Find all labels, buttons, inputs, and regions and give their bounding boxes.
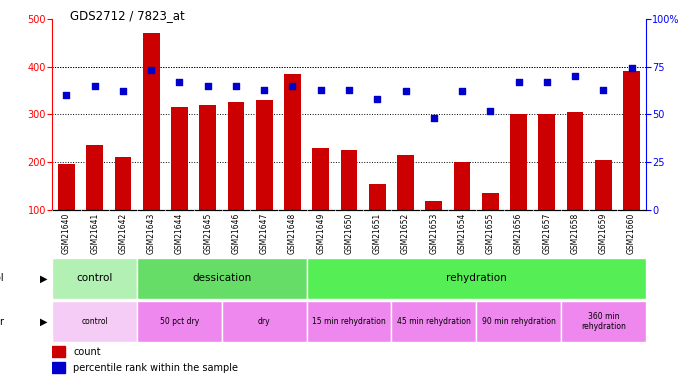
Text: dry: dry xyxy=(258,317,271,326)
Text: GSM21647: GSM21647 xyxy=(260,212,269,254)
Text: GSM21640: GSM21640 xyxy=(62,212,71,254)
Text: GSM21654: GSM21654 xyxy=(457,212,466,254)
Text: GSM21646: GSM21646 xyxy=(232,212,241,254)
Point xyxy=(61,92,72,98)
Bar xyxy=(58,164,75,210)
Bar xyxy=(87,146,103,210)
Text: count: count xyxy=(73,347,101,357)
Bar xyxy=(255,100,273,210)
Text: GSM21657: GSM21657 xyxy=(542,212,551,254)
Text: GSM21648: GSM21648 xyxy=(288,212,297,254)
Point xyxy=(146,68,157,74)
Point xyxy=(315,87,327,93)
Bar xyxy=(341,150,357,210)
Bar xyxy=(306,301,392,342)
Text: GSM21641: GSM21641 xyxy=(90,212,99,254)
Text: GDS2712 / 7823_at: GDS2712 / 7823_at xyxy=(70,9,184,22)
Text: 45 min rehydration: 45 min rehydration xyxy=(397,317,470,326)
Bar xyxy=(306,258,646,299)
Text: 15 min rehydration: 15 min rehydration xyxy=(312,317,386,326)
Bar xyxy=(510,114,527,210)
Bar xyxy=(52,301,137,342)
Text: GSM21645: GSM21645 xyxy=(203,212,212,254)
Point xyxy=(343,87,355,93)
Point xyxy=(230,83,242,89)
Text: GSM21650: GSM21650 xyxy=(345,212,353,254)
Text: GSM21651: GSM21651 xyxy=(373,212,382,254)
Text: percentile rank within the sample: percentile rank within the sample xyxy=(73,363,238,373)
Point xyxy=(287,83,298,89)
Point xyxy=(428,115,439,121)
Point xyxy=(513,79,524,85)
Text: GSM21642: GSM21642 xyxy=(119,212,128,254)
Point xyxy=(570,73,581,79)
Bar xyxy=(228,102,244,210)
Bar xyxy=(397,155,414,210)
Bar xyxy=(561,301,646,342)
Point xyxy=(597,87,609,93)
Bar xyxy=(199,105,216,210)
Point xyxy=(89,83,101,89)
Text: 90 min rehydration: 90 min rehydration xyxy=(482,317,556,326)
Bar xyxy=(392,301,476,342)
Bar xyxy=(538,114,555,210)
Text: GSM21649: GSM21649 xyxy=(316,212,325,254)
Bar xyxy=(623,71,640,210)
Text: GSM21643: GSM21643 xyxy=(147,212,156,254)
Text: control: control xyxy=(82,317,108,326)
Point xyxy=(541,79,552,85)
Bar xyxy=(454,162,470,210)
Point xyxy=(626,66,637,72)
Bar xyxy=(284,74,301,210)
Text: GSM21644: GSM21644 xyxy=(175,212,184,254)
Text: rehydration: rehydration xyxy=(446,273,507,284)
Text: control: control xyxy=(77,273,113,284)
Bar xyxy=(222,301,306,342)
Bar xyxy=(476,301,561,342)
Bar xyxy=(137,258,306,299)
Text: GSM21659: GSM21659 xyxy=(599,212,608,254)
Point xyxy=(484,108,496,114)
Text: GSM21656: GSM21656 xyxy=(514,212,523,254)
Text: 50 pct dry: 50 pct dry xyxy=(160,317,199,326)
Bar xyxy=(171,107,188,210)
Text: GSM21655: GSM21655 xyxy=(486,212,495,254)
Bar xyxy=(567,112,584,210)
Bar xyxy=(425,201,443,210)
Point xyxy=(174,79,185,85)
Point xyxy=(259,87,270,93)
Bar xyxy=(595,160,611,210)
Bar xyxy=(137,301,222,342)
Bar xyxy=(312,148,329,210)
Text: GSM21660: GSM21660 xyxy=(627,212,636,254)
Bar xyxy=(369,184,386,210)
Point xyxy=(456,88,468,94)
Text: GSM21653: GSM21653 xyxy=(429,212,438,254)
Text: 360 min
rehydration: 360 min rehydration xyxy=(581,312,625,331)
Text: GSM21658: GSM21658 xyxy=(570,212,579,254)
Text: dessication: dessication xyxy=(192,273,251,284)
Bar xyxy=(143,33,160,210)
Bar xyxy=(52,362,66,374)
Bar xyxy=(52,346,66,357)
Point xyxy=(202,83,214,89)
Point xyxy=(400,88,411,94)
Bar xyxy=(482,193,499,210)
Text: ▶: ▶ xyxy=(40,316,47,327)
Text: other: other xyxy=(0,316,7,327)
Text: protocol: protocol xyxy=(0,273,7,284)
Point xyxy=(117,88,128,94)
Point xyxy=(371,96,383,102)
Bar xyxy=(52,258,137,299)
Text: GSM21652: GSM21652 xyxy=(401,212,410,254)
Bar xyxy=(114,158,131,210)
Text: ▶: ▶ xyxy=(40,273,47,284)
